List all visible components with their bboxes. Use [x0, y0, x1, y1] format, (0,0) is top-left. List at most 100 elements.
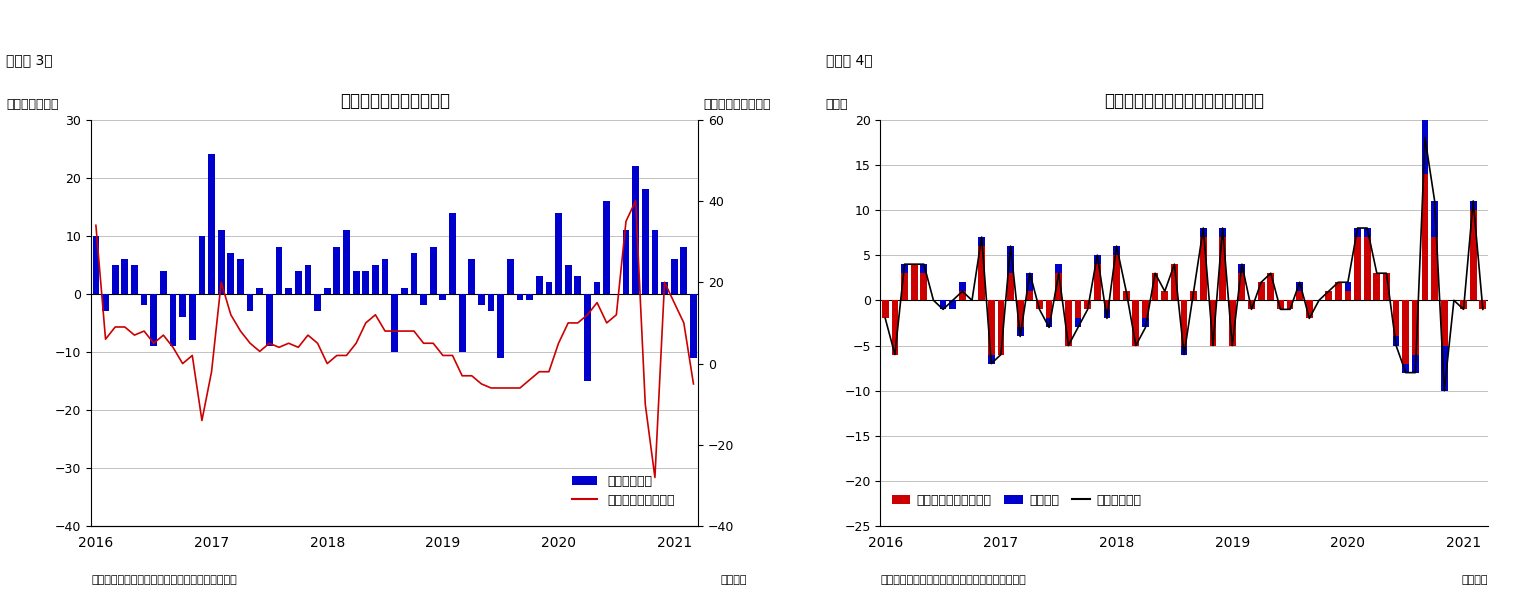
Bar	[392, 294, 398, 352]
Bar	[305, 265, 311, 294]
Bar	[1392, 337, 1400, 346]
Bar	[1094, 255, 1101, 264]
Bar	[1422, 174, 1428, 300]
Bar	[487, 294, 495, 312]
Bar	[1268, 273, 1274, 300]
Bar	[440, 294, 446, 300]
Bar	[556, 212, 562, 294]
Bar	[1017, 328, 1023, 337]
Bar	[603, 201, 610, 294]
Bar	[1219, 237, 1227, 300]
Text: （資料）センサス局よりニッセイ基礎研究所作成: （資料）センサス局よりニッセイ基礎研究所作成	[91, 575, 237, 585]
Bar	[159, 271, 167, 294]
Bar	[1354, 228, 1362, 237]
Bar	[1363, 237, 1371, 300]
Bar	[920, 273, 927, 300]
Bar	[1170, 264, 1178, 300]
Bar	[1248, 300, 1255, 309]
Bar	[633, 166, 639, 294]
Bar	[1480, 300, 1486, 309]
Bar	[237, 259, 244, 294]
Bar	[1199, 228, 1207, 237]
Bar	[536, 276, 542, 294]
Bar	[911, 264, 917, 300]
Bar	[1392, 300, 1400, 337]
Bar	[1132, 300, 1138, 346]
Bar	[1210, 300, 1216, 346]
Bar	[1441, 346, 1448, 390]
Bar	[188, 294, 196, 340]
Bar	[1104, 300, 1110, 309]
Bar	[498, 294, 504, 358]
Bar	[691, 294, 697, 358]
Bar	[469, 259, 475, 294]
Bar	[1345, 291, 1351, 300]
Bar	[1026, 291, 1034, 300]
Bar	[131, 265, 138, 294]
Bar	[247, 294, 254, 312]
Bar	[323, 288, 331, 294]
Title: 住宅着工件数（伸び率）: 住宅着工件数（伸び率）	[340, 91, 449, 109]
Bar	[458, 294, 466, 352]
Bar	[662, 282, 668, 294]
Bar	[1383, 273, 1390, 300]
Text: （％）: （％）	[826, 99, 849, 111]
Bar	[988, 300, 994, 355]
Bar	[545, 282, 553, 294]
Bar	[1239, 273, 1245, 300]
Bar	[1006, 273, 1014, 300]
Bar	[266, 294, 273, 346]
Bar	[978, 237, 985, 246]
Bar	[1296, 291, 1302, 300]
Text: （資料）センサス局よりニッセイ基礎研究所作成: （資料）センサス局よりニッセイ基礎研究所作成	[880, 575, 1026, 585]
Bar	[112, 265, 118, 294]
Legend: 季調済前月比, 前年同月比（右軸）: 季調済前月比, 前年同月比（右軸）	[568, 469, 680, 512]
Bar	[276, 248, 282, 294]
Bar	[1412, 300, 1419, 355]
Bar	[1219, 228, 1227, 237]
Bar	[363, 271, 369, 294]
Bar	[170, 294, 176, 346]
Bar	[1094, 264, 1101, 300]
Bar	[217, 230, 225, 294]
Bar	[594, 282, 601, 294]
Bar	[584, 294, 591, 381]
Bar	[949, 300, 956, 309]
Bar	[199, 236, 205, 294]
Bar	[208, 154, 216, 294]
Bar	[959, 282, 965, 291]
Bar	[902, 264, 908, 273]
Bar	[1412, 355, 1419, 373]
Bar	[1123, 291, 1129, 300]
Bar	[1431, 237, 1438, 300]
Bar	[1190, 291, 1198, 300]
Bar	[949, 300, 956, 309]
Bar	[334, 248, 340, 294]
Bar	[1441, 300, 1448, 346]
Bar	[478, 294, 484, 306]
Bar	[121, 259, 128, 294]
Bar	[959, 282, 965, 300]
Bar	[1046, 300, 1052, 318]
Bar	[228, 253, 234, 294]
Bar	[372, 265, 380, 294]
Bar	[516, 294, 524, 300]
Bar	[902, 273, 908, 300]
Bar	[179, 294, 187, 317]
Bar	[352, 271, 360, 294]
Bar	[314, 294, 320, 312]
Bar	[1403, 364, 1409, 373]
Bar	[680, 248, 688, 294]
Bar	[1017, 300, 1023, 328]
Bar	[93, 236, 99, 294]
Bar	[343, 230, 349, 294]
Bar	[1258, 282, 1264, 300]
Bar	[1354, 237, 1362, 300]
Text: （図表 4）: （図表 4）	[826, 53, 873, 67]
Bar	[1181, 300, 1187, 346]
Bar	[1066, 300, 1072, 346]
Bar	[988, 355, 994, 364]
Bar	[1142, 300, 1149, 318]
Bar	[401, 288, 408, 294]
Bar	[1046, 318, 1052, 328]
